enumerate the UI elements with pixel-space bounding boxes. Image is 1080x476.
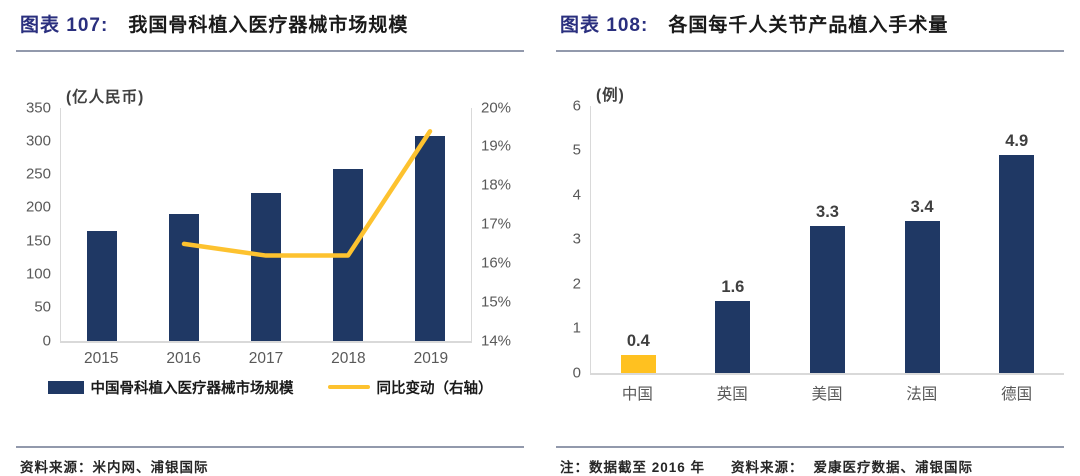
figure-107-category-label: 2016 [166,349,201,367]
figure-107-legend: 中国骨科植入医疗器械市场规模 同比变动（右轴） [14,377,526,398]
figure-107-bars [61,108,471,341]
figure-108-y-axis-tick: 6 [572,97,581,115]
figure-108-bar-slot: 3.3 [780,106,875,373]
figure-107-plot-area: (亿人民币) [60,89,472,343]
figure-107-title-row: 图表 107: 我国骨科植入医疗器械市场规模 [14,0,526,48]
figure-108-chart: 6 5 4 3 2 1 0 (例) 0.4 1.6 3.3 3.4 4.9 中国 英国 美国 法国 德国 [556,87,1064,404]
figure-107-left-axis-tick: 200 [25,198,51,216]
figure-108-bar-value-label: 0.4 [626,331,650,350]
figure-107-right-axis-tick: 18% [481,176,512,194]
figure-107-left-axis: 350 300 250 200 150 100 50 0 [16,99,60,349]
source-label: 资料来源： [20,460,93,475]
figure-107-x-axis-labels: 2015 2016 2017 2018 2019 [60,343,472,368]
figure-107-source-divider [16,446,524,448]
figure-108-bar-value-label: 3.3 [816,202,839,221]
figure-107-bar [168,213,200,341]
figure-107-growth-line [61,108,471,341]
figure-107-bar [250,192,282,341]
line-swatch-icon [327,384,370,390]
figure-107-bar-slot [143,108,225,341]
figure-108-title-row: 图表 108: 各国每千人关节产品植入手术量 [554,0,1066,48]
figure-107-left-axis-tick: 50 [34,298,51,316]
figure-107-bar-slot [225,108,307,341]
figure-107-bar-slot [61,108,143,341]
figure-107-right-axis-tick: 16% [481,254,512,272]
figure-107-right-axis-tick: 15% [481,293,512,311]
figure-107-label: 图表 107: [20,15,109,36]
figure-107-left-axis-tick: 100 [25,265,51,283]
figure-107-left-axis-tick: 150 [25,232,51,250]
figure-108-label: 图表 108: [560,15,649,36]
figure-107-category-label: 2017 [248,349,284,367]
figure-108-x-axis-labels: 中国 英国 美国 法国 德国 [590,375,1064,404]
figure-108-bar [809,225,845,373]
figure-107-category-label: 2015 [83,349,119,367]
figure-108-title: 各国每千人关节产品植入手术量 [668,15,949,36]
figure-107-left-axis-tick: 350 [25,99,51,117]
figure-108-bar-slot: 4.9 [969,106,1064,373]
figure-108-y-axis-tick: 2 [572,275,581,293]
figure-107-title-divider [16,49,524,52]
figure-107-right-axis-tick: 17% [481,215,512,233]
figure-108-category-label: 法国 [906,385,938,403]
legend-label-market-size: 中国骨科植入医疗器械市场规模 [90,380,294,397]
figure-108-unit-label: (例) [596,86,625,104]
figure-107-title: 我国骨科植入医疗器械市场规模 [128,15,409,36]
figure-108-y-axis-tick: 4 [572,186,581,204]
figure-108-y-axis-tick: 0 [572,364,581,382]
figure-107-bar-slot [389,108,471,341]
figure-108-bar-slot: 3.4 [875,106,970,373]
figure-107-right-axis-tick: 20% [481,99,512,117]
figure-107-category-label: 2019 [413,349,449,367]
figure-108-bar-value-label: 3.4 [910,198,934,217]
figure-107-right-axis: 20% 19% 18% 17% 16% 15% 14% [472,99,524,349]
figure-107-right-axis-tick: 14% [481,332,512,350]
figure-107-category-label: 2018 [331,349,366,367]
figure-107-unit-label: (亿人民币) [66,88,145,106]
figure-107-left-axis-tick: 0 [42,332,51,350]
figure-107-left-axis-tick: 250 [25,165,51,183]
note-text: 注：数据截至 2016 年 [560,460,706,475]
figure-107-bar [86,231,118,341]
figure-108-category-label: 英国 [716,385,748,403]
figure-108-source: 注：数据截至 2016 年 资料来源： 爱康医疗数据、浦银国际 [554,448,1066,476]
figure-108-y-axis: 6 5 4 3 2 1 0 [556,97,590,381]
figure-108-category-label: 德国 [1001,385,1033,403]
figure-108-source-divider [556,446,1064,448]
figure-108-bar [904,221,940,373]
figure-107-source: 资料来源：米内网、浦银国际 [14,448,526,476]
figure-108-y-axis-tick: 3 [572,230,581,248]
figure-108-bar [999,154,1035,373]
figure-107-left-axis-tick: 300 [25,132,51,150]
source-text: 米内网、浦银国际 [92,460,209,475]
figure-108-bar-value-label: 1.6 [721,278,745,297]
legend-item-market-size: 中国骨科植入医疗器械市场规模 [47,377,294,398]
figure-107-chart: 350 300 250 200 150 100 50 0 (亿人民币) 2015 2016 201… [16,89,524,368]
figure-107-bar [414,135,446,341]
figure-108-title-divider [556,49,1064,52]
legend-label-yoy-change: 同比变动（右轴） [376,380,493,397]
figure-107-panel: 图表 107: 我国骨科植入医疗器械市场规模 350 300 250 200 150 10… [14,0,526,476]
figure-108-bar-value-label: 4.9 [1005,131,1029,150]
figure-108-panel: 图表 108: 各国每千人关节产品植入手术量 6 5 4 3 2 1 0 (例) 0.4 1.… [540,0,1080,476]
figure-108-category-label: 中国 [621,385,653,403]
legend-item-yoy-change: 同比变动（右轴） [327,377,493,398]
figure-108-bar [620,354,656,373]
figure-108-category-label: 美国 [811,385,843,403]
figure-108-bar [715,301,751,373]
source-text: 爱康医疗数据、浦银国际 [813,460,974,475]
figure-107-right-axis-tick: 19% [481,137,512,155]
figure-108-y-axis-tick: 5 [572,141,581,159]
figure-108-bar-slot: 1.6 [686,106,781,373]
figure-108-bars: 0.4 1.6 3.3 3.4 4.9 [591,106,1064,373]
figure-108-plot-area: (例) 0.4 1.6 3.3 3.4 4.9 [590,87,1064,375]
bar-swatch-icon [47,380,84,394]
figure-108-y-axis-tick: 1 [572,319,581,337]
figure-108-bar-slot: 0.4 [591,106,686,373]
source-label: 资料来源： [731,460,804,475]
